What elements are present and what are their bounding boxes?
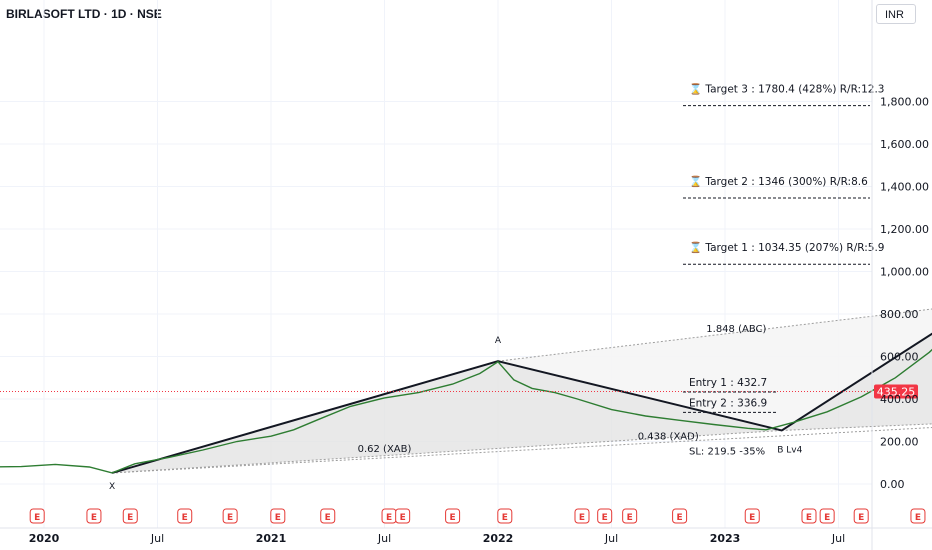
earnings-marker xyxy=(270,508,286,524)
y-tick-label: 1,400.00 xyxy=(880,181,929,194)
y-tick-label: 200.00 xyxy=(880,436,919,449)
earnings-marker-label: E xyxy=(627,513,633,523)
entry-label: Entry 1 : 432.7 xyxy=(689,377,767,389)
earnings-marker-label: E xyxy=(182,513,188,523)
entry-label: Entry 2 : 336.9 xyxy=(689,397,767,409)
earnings-marker xyxy=(86,508,102,524)
earnings-marker-label: E xyxy=(749,513,755,523)
pattern-point-label: B Lv4 xyxy=(777,445,802,455)
chart-title: BIRLASOFT LTD · 1D · NSE xyxy=(6,7,162,21)
ratio-label: 0.62 (XAB) xyxy=(358,444,412,455)
earnings-marker-label: E xyxy=(502,513,508,523)
earnings-marker-label: E xyxy=(602,513,608,523)
x-tick-label: Jul xyxy=(831,532,845,545)
currency-selector[interactable]: INR xyxy=(876,4,916,24)
earnings-marker xyxy=(801,508,817,524)
y-tick-label: 600.00 xyxy=(880,351,919,364)
earnings-marker xyxy=(395,508,411,524)
earnings-marker-label: E xyxy=(579,513,585,523)
earnings-marker-label: E xyxy=(227,513,233,523)
earnings-marker xyxy=(29,508,45,524)
current-price-badge xyxy=(874,384,918,399)
y-tick-label: 800.00 xyxy=(880,308,919,321)
earnings-marker-label: E xyxy=(824,513,830,523)
earnings-events: EEEEEEEEEEEEEEEEEEEEEEEEEEEEE xyxy=(29,508,926,524)
earnings-marker xyxy=(910,508,926,524)
current-price-label: 435.25 xyxy=(877,386,916,399)
earnings-marker xyxy=(177,508,193,524)
ratio-label: 0.438 (XAD) xyxy=(638,431,699,442)
target-label: ⌛ Target 1 : 1034.35 (207%) R/R:5.9 xyxy=(689,241,884,254)
earnings-marker xyxy=(445,508,461,524)
earnings-marker xyxy=(853,508,869,524)
earnings-marker-label: E xyxy=(325,513,331,523)
y-tick-label: 1,600.00 xyxy=(880,138,929,151)
y-tick-label: 1,800.00 xyxy=(880,96,929,109)
earnings-marker xyxy=(597,508,613,524)
earnings-marker-label: E xyxy=(91,513,97,523)
earnings-marker xyxy=(222,508,238,524)
earnings-marker-label: E xyxy=(450,513,456,523)
target-label: ⌛ Target 2 : 1346 (300%) R/R:8.6 xyxy=(689,175,868,188)
earnings-marker xyxy=(672,508,688,524)
earnings-marker-label: E xyxy=(858,513,864,523)
stop-loss-label: SL: 219.5 -35% xyxy=(689,446,765,457)
earnings-marker-label: E xyxy=(677,513,683,523)
price-line xyxy=(0,348,932,474)
pattern-legs xyxy=(111,332,932,474)
ac-dotted-line xyxy=(497,308,932,362)
x-tick-label: 2022 xyxy=(483,532,514,545)
earnings-marker-label: E xyxy=(915,513,921,523)
earnings-marker-label: E xyxy=(275,513,281,523)
earnings-marker xyxy=(744,508,760,524)
x-tick-label: Jul xyxy=(150,532,164,545)
x-tick-label: 2021 xyxy=(256,532,287,545)
y-tick-label: 1,000.00 xyxy=(880,266,929,279)
target-label: ⌛ Target 3 : 1780.4 (428%) R/R:12.3 xyxy=(689,83,884,96)
ratio-label: 1.848 (ABC) xyxy=(706,324,766,335)
x-tick-label: Jul xyxy=(377,532,391,545)
earnings-marker-label: E xyxy=(386,513,392,523)
x-axis: 2020Jul2021Jul2022Jul2023Jul2024Jul2025J… xyxy=(0,527,932,545)
harmonic-pattern: XAB Lv4CD0.62 (XAB)0.438 (XAD)1.848 (ABC… xyxy=(109,308,932,492)
y-axis: 0.00 200.00 400.00 600.00 800.00 1,000.00 1,20… xyxy=(871,0,929,550)
earnings-marker-label: E xyxy=(806,513,812,523)
earnings-marker-label: E xyxy=(34,513,40,523)
earnings-marker xyxy=(574,508,590,524)
x-tick-label: Jul xyxy=(604,532,618,545)
pattern-point-label: X xyxy=(109,482,115,492)
xab-triangle xyxy=(112,361,782,473)
pattern-point-label: A xyxy=(495,336,502,346)
price-series xyxy=(0,348,932,474)
earnings-marker-label: E xyxy=(127,513,133,523)
trade-levels: 435.25 ⌛ Target 3 : 1780.4 (428%) R/R:12.… xyxy=(0,83,918,457)
earnings-marker xyxy=(497,508,513,524)
earnings-marker xyxy=(122,508,138,524)
y-tick-label: 1,200.00 xyxy=(880,223,929,236)
earnings-marker xyxy=(622,508,638,524)
earnings-marker xyxy=(819,508,835,524)
earnings-marker-label: E xyxy=(400,513,406,523)
y-tick-label: 0.00 xyxy=(880,478,905,491)
earnings-marker xyxy=(320,508,336,524)
x-tick-label: 2023 xyxy=(710,532,741,545)
abc-triangle xyxy=(498,309,932,431)
x-tick-label: 2020 xyxy=(29,532,60,545)
y-tick-label: 400.00 xyxy=(880,393,919,406)
